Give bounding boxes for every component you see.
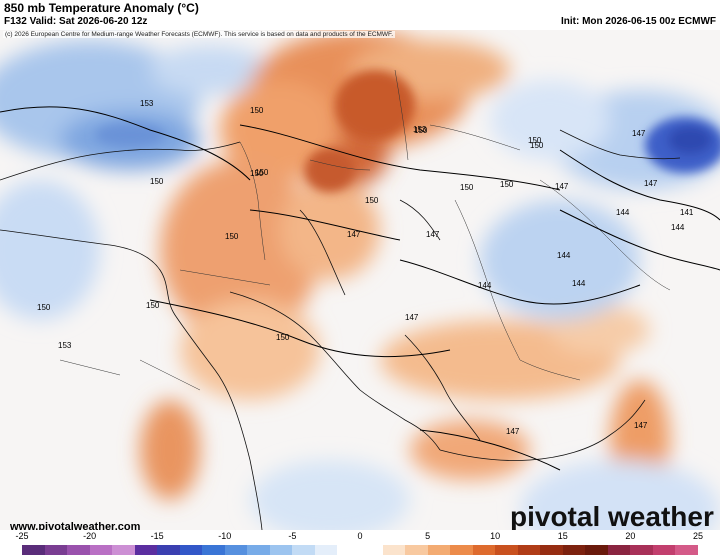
copyright-notice: (c) 2026 European Centre for Medium-rang…	[3, 31, 396, 38]
contour-label: 147	[506, 427, 520, 436]
weather-map: 153 150 150 150 150 150 153 150 150 150 …	[0, 30, 720, 530]
borders	[59, 69, 671, 391]
colorbar-swatch	[247, 545, 270, 555]
colorbar-swatch	[382, 545, 406, 555]
colorbar-swatch	[157, 545, 180, 555]
colorbar-swatch	[405, 545, 428, 555]
contour-label: 150	[500, 180, 514, 189]
colorbar-tick: -15	[150, 531, 164, 541]
colorbar-swatch	[630, 545, 653, 555]
contour-label: 147	[555, 182, 569, 191]
contour-label: 150	[528, 136, 542, 145]
colorbar-swatch	[472, 545, 496, 555]
contour-label: 150	[255, 168, 269, 177]
contour-label: 141	[680, 208, 694, 217]
contour-label: 144	[616, 208, 630, 217]
colorbar-swatch	[517, 545, 541, 555]
init-time: Init: Mon 2026-06-15 00z ECMWF	[560, 16, 716, 27]
colorbar-swatch	[495, 545, 518, 555]
contour-label: 150	[276, 333, 290, 342]
contour-label: 147	[347, 230, 361, 239]
colorbar-tick: -20	[83, 531, 97, 541]
contour-label: 147	[632, 129, 646, 138]
contour-label: 144	[572, 279, 586, 288]
valid-time: F132 Valid: Sat 2026-06-20 12z	[4, 16, 148, 27]
contour-label: 144	[478, 281, 492, 290]
colorbar-swatch	[314, 545, 338, 555]
contour-label: 144	[557, 251, 571, 260]
colorbar-swatch	[450, 545, 473, 555]
contour-label: 150	[530, 141, 544, 150]
chart-title: 850 mb Temperature Anomaly (°C)	[4, 1, 199, 15]
colorbar-tick: 5	[425, 531, 431, 541]
colorbar-swatch	[67, 545, 90, 555]
colorbar-tick: -10	[218, 531, 232, 541]
brand-logo: pivotal weather	[510, 501, 714, 532]
contour-labels: 153 150 150 150 150 150 153 150 150 150 …	[37, 99, 694, 436]
colorbar-tick: -5	[288, 531, 297, 541]
header: 850 mb Temperature Anomaly (°C) F132 Val…	[0, 0, 720, 30]
colorbar-swatch	[427, 545, 451, 555]
contour-label: 150	[37, 303, 51, 312]
colorbar-tick: 20	[625, 531, 636, 541]
contour-label: 153	[413, 125, 427, 134]
colorbar-tick: 25	[692, 531, 704, 541]
colorbar-tick: 0	[357, 531, 363, 541]
contour-label: 150	[146, 301, 160, 310]
colorbar-tick: 10	[490, 531, 501, 541]
contour-label: 147	[426, 230, 440, 239]
contour-label: 150	[225, 232, 239, 241]
colorbar-tick: 15	[557, 531, 568, 541]
colorbar-swatch	[292, 545, 315, 555]
contour-label: 153	[58, 341, 72, 350]
contour-label: 147	[634, 421, 648, 430]
colorbar-swatch	[22, 545, 45, 555]
contour-label: 144	[671, 223, 685, 232]
colorbar-swatch	[179, 545, 203, 555]
contour-label: 150	[460, 183, 474, 192]
colorbar-swatch	[44, 545, 68, 555]
contour-label: 150	[414, 126, 428, 135]
colorbar-swatch	[607, 545, 631, 555]
contour-label: 150	[150, 177, 164, 186]
colorbar-swatch	[562, 545, 586, 555]
contour-label: 150	[250, 106, 264, 115]
colorbar-swatch	[89, 545, 113, 555]
contour-label: 147	[405, 313, 419, 322]
contour-label: 153	[140, 99, 154, 108]
colorbar-swatch	[224, 545, 248, 555]
colorbar-swatch	[112, 545, 135, 555]
colorbar-tick: -25	[15, 531, 29, 541]
colorbar-swatch	[675, 545, 698, 555]
colorbar-swatch	[269, 545, 293, 555]
colorbar-strip	[22, 545, 698, 555]
colorbar-swatch	[202, 545, 225, 555]
colorbar-swatch	[585, 545, 608, 555]
colorbar: -25 -20 -15 -10 -5 0 5 10 15 20 25	[0, 530, 720, 556]
height-contours	[0, 106, 720, 471]
colorbar-swatch	[540, 545, 563, 555]
colorbar-swatch	[337, 545, 360, 555]
colorbar-swatch	[359, 545, 383, 555]
colorbar-swatch	[652, 545, 676, 555]
contour-label: 150	[365, 196, 379, 205]
colorbar-swatch	[134, 545, 158, 555]
contour-label: 147	[644, 179, 658, 188]
contour-label: 150	[250, 169, 264, 178]
